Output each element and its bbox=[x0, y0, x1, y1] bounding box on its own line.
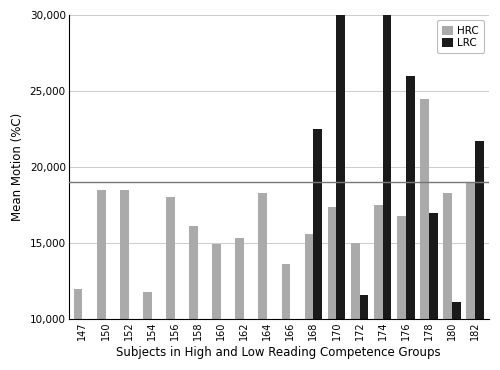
Bar bbox=[374, 205, 382, 319]
Bar bbox=[120, 190, 128, 319]
Bar bbox=[328, 206, 336, 319]
Bar bbox=[189, 226, 198, 319]
Bar bbox=[360, 295, 368, 319]
Y-axis label: Mean Motion (%C): Mean Motion (%C) bbox=[11, 113, 24, 221]
Bar bbox=[429, 213, 438, 319]
Bar bbox=[74, 289, 82, 319]
Bar bbox=[96, 190, 106, 319]
Bar bbox=[304, 234, 314, 319]
Bar bbox=[314, 129, 322, 319]
X-axis label: Subjects in High and Low Reading Competence Groups: Subjects in High and Low Reading Compete… bbox=[116, 346, 441, 359]
Bar bbox=[143, 292, 152, 319]
Bar bbox=[466, 182, 475, 319]
Legend: HRC, LRC: HRC, LRC bbox=[437, 20, 484, 53]
Bar bbox=[397, 216, 406, 319]
Bar bbox=[452, 302, 460, 319]
Bar bbox=[406, 76, 414, 319]
Bar bbox=[351, 243, 360, 319]
Bar bbox=[236, 238, 244, 319]
Bar bbox=[382, 12, 392, 319]
Bar bbox=[282, 264, 290, 319]
Bar bbox=[420, 99, 429, 319]
Bar bbox=[475, 141, 484, 319]
Bar bbox=[443, 193, 452, 319]
Bar bbox=[212, 245, 221, 319]
Bar bbox=[258, 193, 267, 319]
Bar bbox=[166, 198, 175, 319]
Bar bbox=[336, 12, 345, 319]
